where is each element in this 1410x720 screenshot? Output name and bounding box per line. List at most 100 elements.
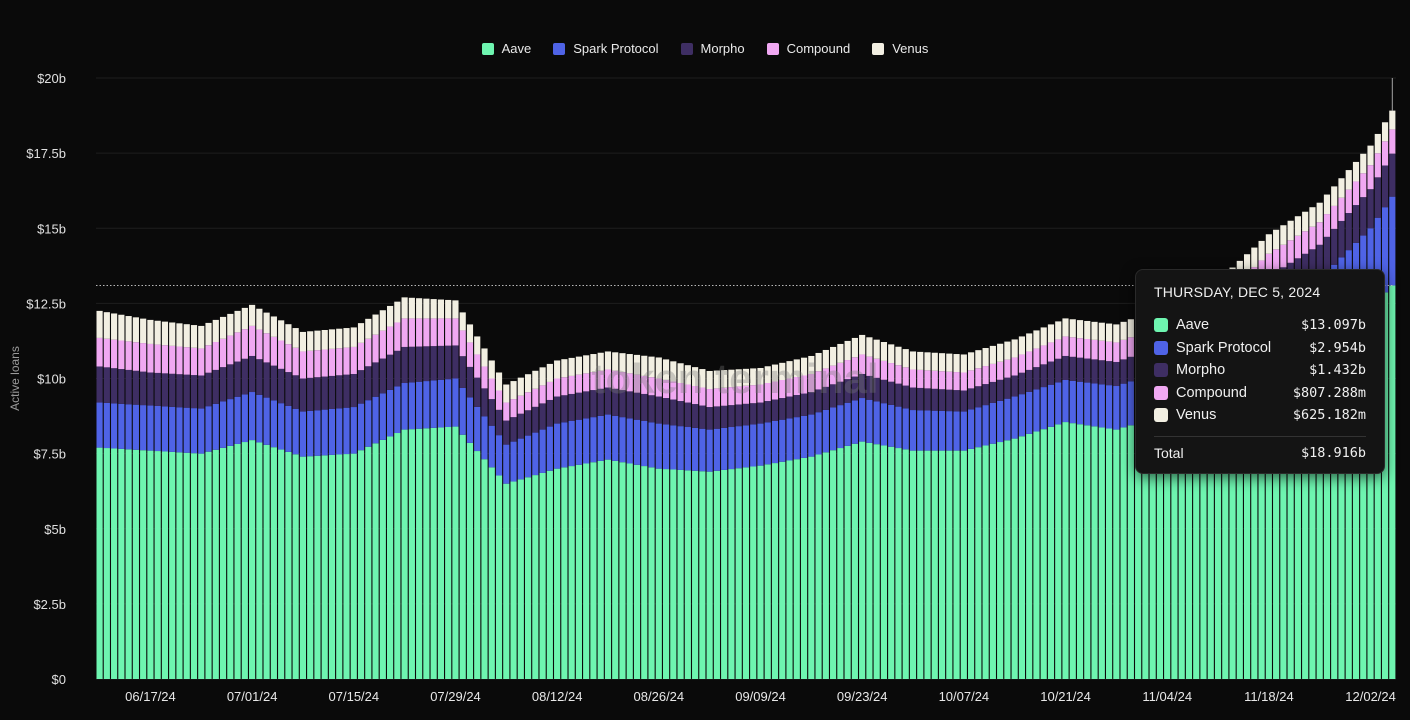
bar-segment-compound	[612, 370, 619, 389]
bar-segment-venus	[764, 366, 771, 384]
bar-segment-aave	[503, 483, 510, 679]
bar-segment-morpho	[1316, 244, 1323, 280]
bar-segment-morpho	[452, 345, 459, 379]
bar-segment-morpho	[909, 387, 917, 411]
bar-segment-venus	[575, 356, 582, 375]
legend-item-aave[interactable]: Aave	[481, 41, 531, 56]
bar-segment-spark-protocol	[808, 414, 815, 457]
bar-segment-aave	[365, 446, 372, 679]
bar-segment-venus	[844, 340, 851, 361]
bar-segment-compound	[198, 348, 205, 376]
bar-segment-aave	[888, 446, 895, 679]
bar-segment-compound	[161, 345, 169, 374]
bar-segment-compound	[1004, 359, 1011, 378]
bar-segment-compound	[1367, 165, 1374, 190]
bar-segment-aave	[372, 443, 379, 679]
bar-segment-spark-protocol	[437, 379, 445, 428]
tooltip-value-venus: $625.182m	[1292, 407, 1366, 424]
bar-segment-morpho	[641, 393, 648, 421]
bar-segment-compound	[793, 376, 800, 396]
bar-segment-aave	[670, 469, 677, 679]
bar-segment-morpho	[466, 366, 474, 398]
bar-segment-venus	[198, 325, 205, 349]
bar-segment-morpho	[96, 366, 103, 403]
bar-segment-aave	[604, 459, 612, 679]
bar-segment-aave	[1171, 411, 1178, 679]
bar-segment-spark-protocol	[1004, 398, 1011, 441]
bar-segment-morpho	[1076, 357, 1084, 382]
bar-segment-aave	[844, 445, 851, 679]
bar-segment-spark-protocol	[1389, 196, 1396, 286]
bar-segment-spark-protocol	[1127, 381, 1134, 426]
bar-segment-venus	[169, 322, 176, 346]
bar-segment-morpho	[1062, 355, 1069, 381]
bar-segment-aave	[481, 459, 488, 679]
legend-item-compound[interactable]: Compound	[766, 41, 850, 56]
bar-segment-morpho	[721, 405, 728, 428]
bar-segment-venus	[917, 351, 924, 370]
bar-segment-compound	[1084, 339, 1091, 359]
legend-item-morpho[interactable]: Morpho	[680, 41, 745, 56]
bar-segment-compound	[1265, 253, 1272, 277]
bar-segment-compound	[546, 381, 553, 400]
bar-segment-aave	[1149, 418, 1156, 679]
y-axis-title: Active loans	[8, 346, 22, 411]
bar-segment-spark-protocol	[394, 386, 401, 434]
bar-segment-compound	[626, 373, 633, 392]
legend-item-spark-protocol[interactable]: Spark Protocol	[553, 41, 659, 56]
bar-segment-morpho	[445, 345, 452, 380]
bar-segment-aave	[1164, 414, 1171, 679]
bar-segment-morpho	[793, 395, 800, 418]
bar-segment-venus	[437, 299, 445, 319]
bar-segment-morpho	[750, 403, 757, 425]
bar-segment-spark-protocol	[699, 428, 706, 472]
bar-segment-compound	[263, 333, 270, 363]
bar-segment-aave	[793, 459, 800, 679]
bar-segment-aave	[198, 453, 205, 679]
bar-segment-aave	[1302, 347, 1309, 679]
bar-segment-morpho	[299, 378, 307, 412]
bar-segment-spark-protocol	[757, 423, 764, 466]
bar-segment-compound	[851, 357, 858, 377]
bar-segment-aave	[1062, 422, 1069, 679]
tooltip-total-row: Total $18.916b	[1154, 445, 1366, 461]
bar-segment-aave	[1287, 352, 1294, 679]
bar-segment-spark-protocol	[147, 405, 154, 451]
bar-segment-compound	[728, 387, 735, 406]
bar-segment-morpho	[989, 381, 996, 403]
bar-segment-compound	[1345, 189, 1352, 214]
bar-segment-venus	[241, 307, 248, 330]
legend-item-venus[interactable]: Venus	[872, 41, 928, 56]
bar-segment-aave	[1207, 399, 1214, 679]
bar-segment-spark-protocol	[684, 427, 691, 471]
bar-segment-venus	[1352, 161, 1360, 182]
bar-segment-spark-protocol	[278, 403, 285, 450]
bar-segment-compound	[1280, 244, 1287, 268]
bar-segment-venus	[96, 310, 103, 338]
bar-segment-aave	[1113, 429, 1120, 679]
bar-segment-compound	[1389, 129, 1396, 154]
bar-segment-venus	[793, 359, 800, 377]
bar-segment-venus	[786, 361, 793, 379]
bar-segment-compound	[590, 372, 597, 391]
bar-segment-venus	[1389, 110, 1396, 130]
bar-segment-aave	[1193, 404, 1200, 679]
bar-segment-morpho	[633, 392, 641, 420]
bar-segment-venus	[1360, 153, 1367, 174]
bar-segment-venus	[561, 359, 568, 378]
bar-segment-aave	[1251, 370, 1258, 679]
bar-segment-spark-protocol	[793, 417, 800, 460]
bar-segment-compound	[706, 389, 713, 408]
bar-segment-morpho	[982, 384, 989, 406]
bar-segment-compound	[437, 318, 445, 346]
bar-segment-aave	[1185, 406, 1193, 679]
bar-segment-aave	[917, 450, 924, 679]
bar-segment-aave	[183, 452, 190, 679]
bar-segment-compound	[844, 360, 851, 380]
y-tick-label: $15b	[37, 221, 66, 236]
bar-segment-spark-protocol	[481, 416, 488, 460]
bar-segment-morpho	[1026, 369, 1033, 392]
bar-segment-compound	[328, 348, 336, 376]
bar-segment-compound	[924, 370, 931, 389]
bar-segment-morpho	[350, 373, 357, 408]
